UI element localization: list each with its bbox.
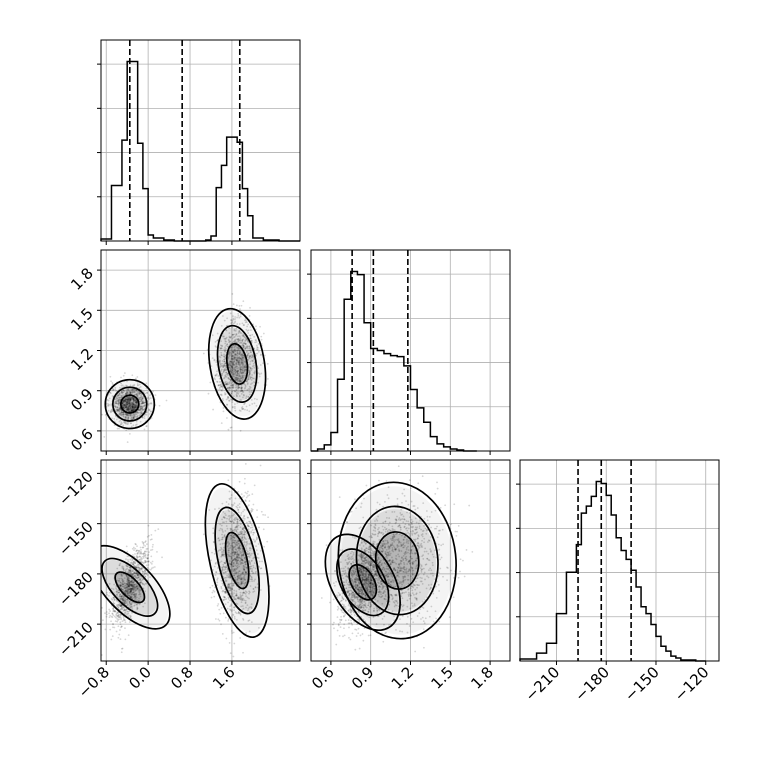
y-tick-label: −120 (55, 468, 97, 510)
density-layer (101, 463, 271, 658)
y-tick-label: 0.6 (67, 425, 97, 455)
histogram-panel (307, 249, 511, 455)
plot-area (520, 460, 719, 661)
histogram-panel (516, 459, 720, 665)
contour-line (374, 531, 420, 590)
y-tick-label: 1.2 (67, 345, 97, 375)
contour-line (224, 531, 250, 590)
histogram-step (100, 60, 300, 242)
x-tick-label: −120 (671, 663, 713, 705)
axes-frame (519, 459, 720, 662)
y-tick-label: 1.5 (67, 304, 97, 334)
histogram-step (311, 270, 477, 452)
density-layer (320, 465, 474, 653)
contour-line (348, 563, 378, 601)
contour-line (225, 342, 249, 385)
y-tick-label: −150 (55, 518, 97, 560)
contour-line (324, 533, 401, 632)
contour-line (355, 505, 439, 616)
density-fill (210, 311, 265, 417)
y-tick-label: 0.9 (67, 385, 97, 415)
x-tick-label: 0.9 (348, 663, 378, 693)
contour-line (101, 557, 159, 617)
density-fill (218, 327, 256, 401)
density-fill (338, 550, 388, 614)
axes-frame (310, 249, 511, 452)
axes-frame (100, 249, 301, 452)
density-fill (113, 388, 146, 421)
density-layer (101, 293, 269, 443)
density-fill (227, 344, 247, 384)
plot-area (101, 460, 300, 661)
x-tick-label: 0.0 (125, 663, 155, 693)
density-fill (206, 487, 268, 634)
histogram-panel (97, 39, 301, 245)
axes-frame (310, 459, 511, 662)
x-tick-label: 1.6 (209, 663, 239, 693)
plot-area (101, 40, 300, 241)
density-fill (101, 547, 168, 627)
x-tick-label: 0.8 (167, 663, 197, 693)
contour-line (216, 324, 258, 403)
x-tick-label: 1.8 (467, 663, 497, 693)
contour-line (336, 548, 390, 617)
contour-line (101, 544, 171, 630)
x-tick-label: −210 (521, 663, 563, 705)
contour-line (119, 394, 140, 414)
contour-line (111, 386, 148, 422)
axes-frame (100, 39, 301, 242)
x-tick-label: 1.2 (388, 663, 418, 693)
density-fill (376, 533, 418, 588)
histogram-step (519, 480, 706, 662)
y-tick-label: −180 (55, 568, 97, 610)
contour-line (114, 571, 146, 604)
contour-line (207, 307, 267, 420)
density-fill (115, 572, 144, 602)
axes-layer: 0.60.91.21.51.8−210−180−150−120−0.8 0.0 0.… (55, 39, 720, 705)
contour-line (214, 506, 260, 615)
density-fill (349, 565, 376, 599)
density-fill (327, 536, 399, 628)
y-tick-label: −210 (55, 618, 97, 660)
density-fill (358, 509, 436, 612)
density-fill (121, 395, 139, 413)
x-tick-label: −0.8 (75, 663, 113, 701)
x-tick-label: −180 (571, 663, 613, 705)
x-tick-label: −150 (621, 663, 663, 705)
x-tick-label: 0.6 (308, 663, 338, 693)
2d-density-panel: 0.6 0.9 1.2 1.5 1.8 (67, 249, 301, 455)
y-tick-label: 1.8 (67, 264, 97, 294)
contour-line (337, 481, 457, 640)
axes-frame (100, 459, 301, 662)
contour-line (204, 482, 270, 639)
contour-line (104, 378, 156, 430)
x-tick-label: 1.5 (428, 663, 458, 693)
2d-density-panel: −210 −180 −150 −120 (55, 459, 301, 665)
2d-density-panel (307, 459, 511, 665)
